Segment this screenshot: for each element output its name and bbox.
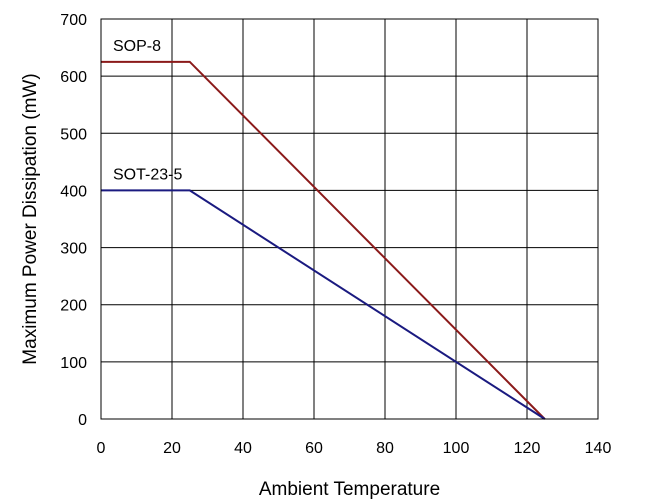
x-tick-label: 60	[305, 440, 323, 457]
x-tick-label: 140	[585, 440, 612, 457]
y-tick-label: 0	[78, 412, 87, 429]
grid	[101, 19, 598, 419]
series-label: SOP-8	[113, 38, 161, 55]
y-tick-label: 100	[60, 355, 87, 372]
series-group	[101, 60, 546, 420]
series-line-sop-8	[101, 60, 546, 420]
y-axis-title: Maximum Power Dissipation (mW)	[20, 73, 41, 364]
y-tick-labels: 0 100 200 300 400 500 600 700	[60, 12, 87, 429]
x-tick-label: 120	[514, 440, 541, 457]
y-tick-label: 600	[60, 69, 87, 86]
series-label: SOT-23-5	[113, 166, 182, 183]
x-tick-label: 80	[376, 440, 394, 457]
x-tick-label: 40	[234, 440, 252, 457]
series-line-sot-23-5	[101, 189, 546, 420]
plot-frame	[100, 18, 599, 420]
x-tick-labels: 0 20 40 60 80 100 120 140	[97, 440, 612, 457]
y-tick-label: 200	[60, 298, 87, 315]
x-axis-title: Ambient Temperature	[259, 479, 440, 500]
y-tick-label: 700	[60, 12, 87, 29]
y-tick-label: 500	[60, 126, 87, 143]
series-labels: SOP-8 SOT-23-5	[113, 38, 182, 184]
x-tick-label: 100	[443, 440, 470, 457]
y-tick-label: 400	[60, 183, 87, 200]
y-tick-label: 300	[60, 241, 87, 258]
x-tick-label: 20	[163, 440, 181, 457]
x-tick-label: 0	[97, 440, 106, 457]
